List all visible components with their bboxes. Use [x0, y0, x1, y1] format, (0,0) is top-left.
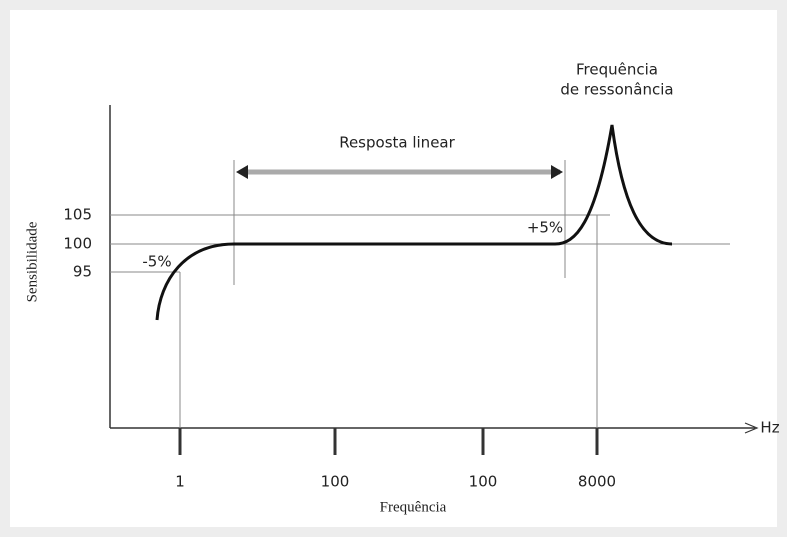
x-tick-label: 100: [321, 473, 350, 491]
x-axis-arrow: [744, 422, 759, 434]
x-tick-label: 8000: [578, 473, 616, 491]
annotation: +5%: [527, 219, 563, 237]
annotation: de ressonância: [560, 81, 673, 99]
panel: [10, 10, 777, 527]
y-tick-label: 95: [73, 263, 92, 281]
annotation: -5%: [142, 253, 171, 271]
x-tick-label: 1: [175, 473, 185, 491]
y-tick-label: 105: [63, 206, 92, 224]
response-curve: [155, 124, 673, 321]
annotation: Resposta linear: [339, 134, 455, 152]
annotation: Frequência: [576, 61, 658, 79]
x-axis-unit: Hz: [760, 419, 779, 437]
x-tick-label: 100: [469, 473, 498, 491]
x-ticks: [178, 428, 599, 455]
x-axis-label: Frequência: [380, 499, 447, 515]
y-axis-label: Sensibilidade: [24, 221, 40, 302]
y-tick-label: 100: [63, 235, 92, 253]
